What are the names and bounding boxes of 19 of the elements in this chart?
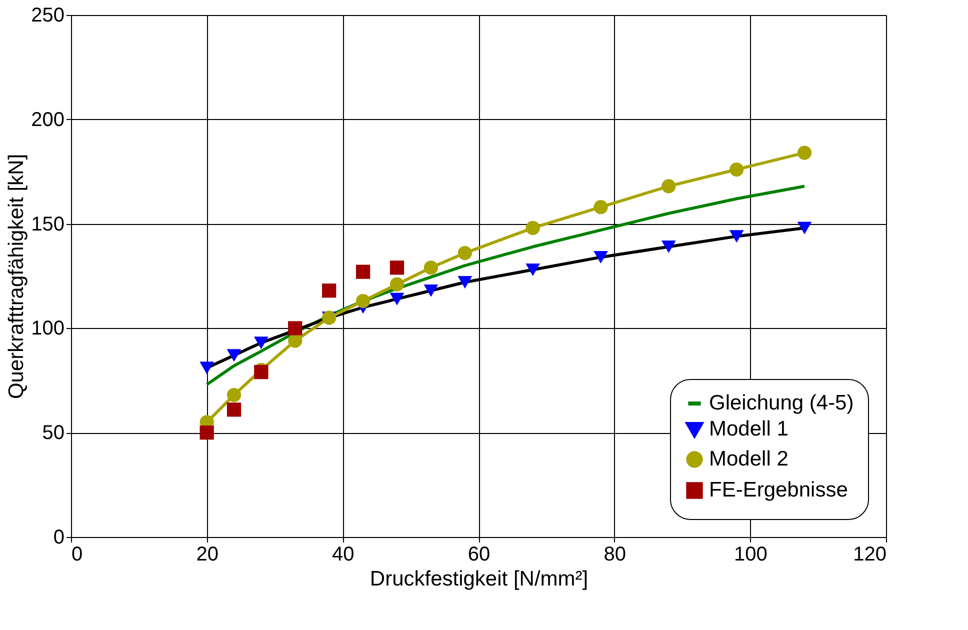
y-tick-label: 100 — [31, 318, 64, 340]
legend-label: FE-Ergebnisse — [709, 478, 848, 502]
legend-label: Modell 2 — [709, 448, 788, 470]
x-tick-label: 120 — [853, 544, 886, 566]
x-tick-label: 0 — [72, 544, 83, 566]
y-tick-label: 150 — [31, 213, 64, 236]
x-tick-label: 40 — [332, 544, 354, 566]
legend-label: Modell 1 — [709, 418, 788, 440]
x-tick-label: 20 — [196, 544, 218, 566]
y-axis-title: Querkrafttragfähigkeit [kN] — [5, 154, 28, 400]
x-tick-label: 100 — [734, 544, 768, 566]
y-tick-label: 0 — [53, 526, 64, 548]
x-tick-label: 60 — [468, 544, 490, 566]
y-tick-label: 250 — [31, 4, 64, 26]
y-tick-label: 200 — [31, 108, 64, 131]
x-tick-label: 80 — [604, 544, 626, 566]
x-axis-title: Druckfestigkeit [N/mm²] — [370, 568, 588, 590]
legend-label: Gleichung (4-5) — [709, 392, 854, 414]
y-tick-label: 50 — [42, 422, 64, 444]
